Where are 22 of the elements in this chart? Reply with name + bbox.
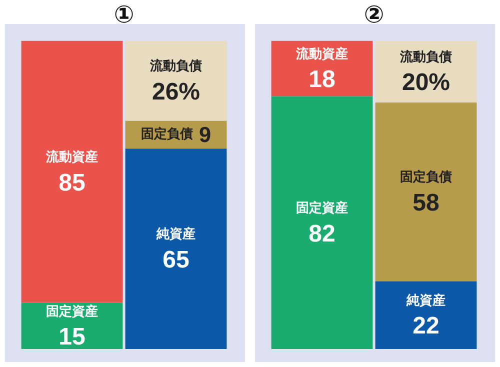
data-label: 15 [58,324,86,351]
chart-title: ① [114,0,134,29]
data-label: 22 [412,312,440,340]
series-label: 純資産 [156,226,196,242]
data-label: 18 [308,66,336,94]
data-label: 20% [402,69,450,96]
series-label: 流動負債 [399,48,452,65]
data-label: 26% [152,78,200,106]
series-label: 固定資産 [296,200,348,216]
series-label: 流動負債 [149,58,202,74]
series-label: 固定負債 [400,169,452,186]
data-label: 82 [308,220,336,248]
series-label: 純資産 [406,292,446,308]
data-label: 85 [58,169,86,196]
chart-title: ② [364,0,384,29]
data-label: 65 [162,246,190,274]
series-label: 流動資産 [45,149,98,166]
data-label: 9 [198,122,212,147]
series-label: 固定負債 [140,126,193,142]
series-label: 固定資産 [46,303,98,320]
data-label: 58 [412,189,440,216]
series-label: 流動資産 [295,46,348,62]
